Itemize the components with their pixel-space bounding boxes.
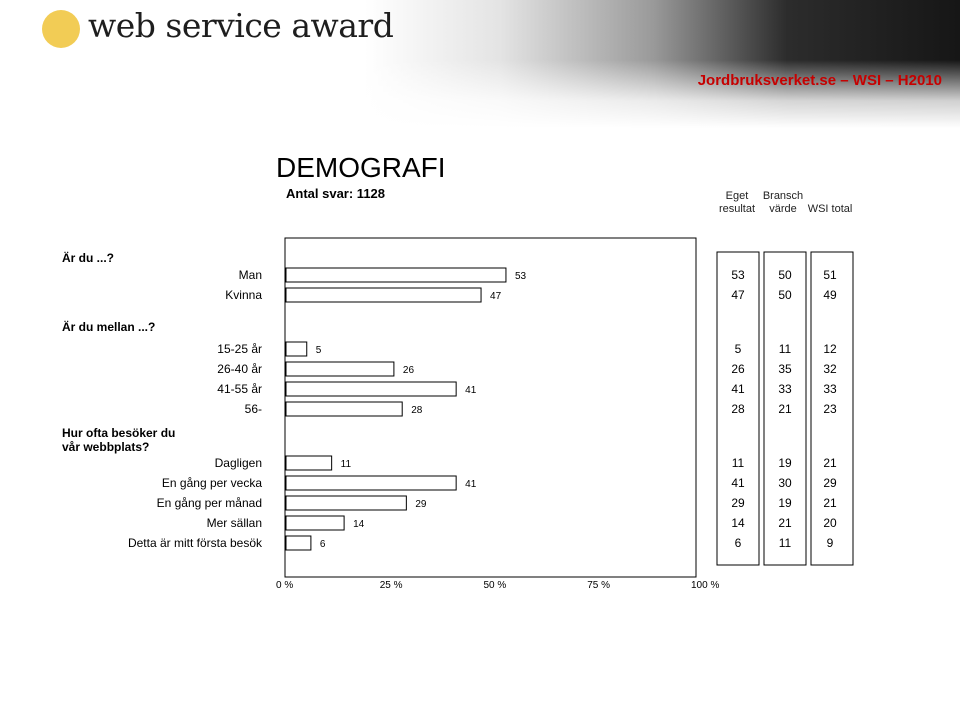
plot-frame (284, 237, 697, 578)
own-value: 28 (731, 402, 745, 416)
industry-value: 19 (778, 456, 792, 470)
bar (285, 381, 457, 397)
own-value: 41 (731, 382, 745, 396)
total-value: 21 (823, 496, 837, 510)
data-label: 11 (341, 459, 352, 470)
industry-value: 19 (778, 496, 792, 510)
data-label: 53 (515, 271, 527, 282)
data-label: 47 (490, 291, 502, 302)
industry-value: 30 (778, 476, 792, 490)
total-value: 33 (823, 382, 837, 396)
own-value: 41 (731, 476, 745, 490)
logo-dot-icon (42, 10, 80, 48)
column-header-industry: Bransch värde (762, 190, 804, 215)
data-label: 6 (320, 539, 326, 550)
own-value: 29 (731, 496, 745, 510)
industry-value: 33 (778, 382, 792, 396)
own-value: 47 (731, 288, 745, 302)
data-label: 5 (316, 345, 322, 356)
logo-text: web service award (88, 6, 394, 45)
total-value: 51 (823, 268, 837, 282)
industry-value: 50 (778, 268, 792, 282)
total-column-frame (810, 251, 854, 566)
total-value: 29 (823, 476, 837, 490)
own-value: 14 (731, 516, 745, 530)
total-value: 9 (827, 536, 834, 550)
data-label: 26 (403, 365, 415, 376)
data-label: 41 (465, 479, 477, 490)
industry-value: 21 (778, 402, 792, 416)
category-label: Detta är mitt första besök (128, 536, 263, 550)
industry-column-frame (763, 251, 807, 566)
category-label: Man (239, 268, 262, 282)
own-value: 26 (731, 362, 745, 376)
data-label: 29 (415, 499, 427, 510)
category-label: En gång per månad (157, 496, 262, 510)
total-value: 12 (823, 342, 837, 356)
industry-value: 11 (779, 342, 792, 356)
category-label: 56- (245, 402, 262, 416)
bar (285, 455, 333, 471)
bar (285, 287, 482, 303)
own-value: 53 (731, 268, 745, 282)
category-label: Kvinna (225, 288, 262, 302)
industry-value: 11 (779, 536, 792, 550)
bar (285, 401, 403, 417)
total-value: 23 (823, 402, 837, 416)
bar (285, 475, 457, 491)
own-value: 5 (735, 342, 742, 356)
x-tick-label: 0 % (276, 580, 294, 591)
category-label: Dagligen (215, 456, 262, 470)
category-label: En gång per vecka (162, 476, 262, 490)
bar (285, 341, 308, 357)
bar (285, 361, 395, 377)
column-header-own: Eget resultat (718, 190, 756, 215)
total-value: 49 (823, 288, 837, 302)
x-tick-label: 25 % (379, 580, 403, 591)
question-heading: Är du ...? (62, 250, 114, 265)
question-heading: Är du mellan ...? (62, 319, 155, 334)
industry-value: 50 (778, 288, 792, 302)
own-value: 6 (735, 536, 742, 550)
x-tick-label: 100 % (691, 580, 720, 591)
page-title: DEMOGRAFI (276, 152, 446, 183)
bar (285, 495, 407, 511)
data-label: 14 (353, 519, 365, 530)
x-tick-label: 50 % (483, 580, 507, 591)
question-heading: Hur ofta besöker du vår webbplats? (62, 426, 175, 454)
response-count: Antal svar: 1128 (286, 186, 386, 201)
bar (285, 515, 345, 531)
bar (285, 267, 507, 283)
total-value: 21 (823, 456, 837, 470)
own-column-frame (716, 251, 760, 566)
data-label: 28 (411, 405, 423, 416)
column-header-total: WSI total (807, 203, 853, 215)
category-label: Mer sällan (207, 516, 262, 530)
bar (285, 535, 312, 551)
data-label: 41 (465, 385, 477, 396)
industry-value: 35 (778, 362, 792, 376)
industry-value: 21 (778, 516, 792, 530)
header-background (0, 0, 960, 128)
site-title: Jordbruksverket.se – WSI – H2010 (697, 72, 942, 89)
category-label: 41-55 år (217, 382, 262, 396)
total-value: 20 (823, 516, 837, 530)
category-label: 15-25 år (217, 342, 262, 356)
own-value: 11 (732, 456, 745, 470)
total-value: 32 (823, 362, 837, 376)
x-tick-label: 75 % (587, 580, 611, 591)
category-label: 26-40 år (217, 362, 262, 376)
